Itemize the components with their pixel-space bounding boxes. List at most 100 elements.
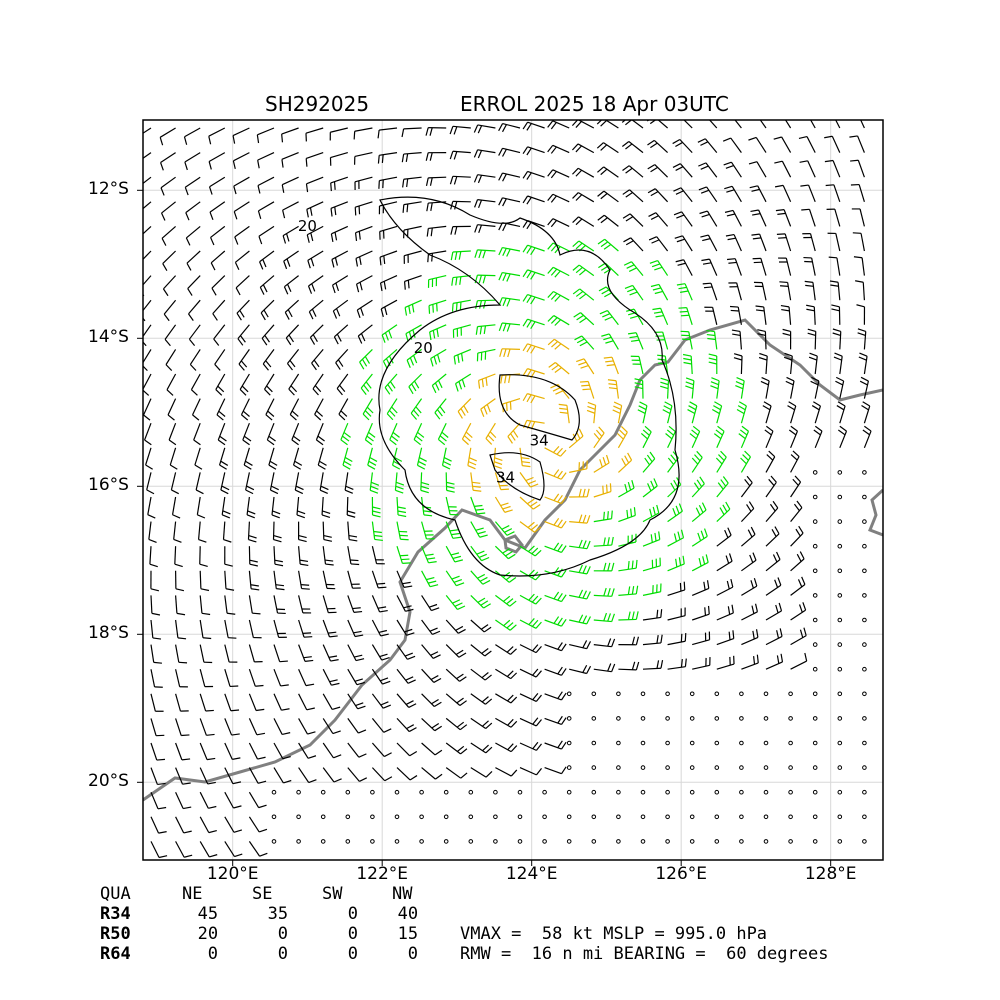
wind-barb	[209, 201, 226, 221]
wind-barb	[450, 250, 471, 261]
wind-barb	[322, 595, 337, 614]
calm-marker	[812, 568, 818, 574]
wind-barb	[474, 274, 496, 284]
quadrant-value: 0	[407, 944, 419, 964]
wind-barb	[738, 425, 750, 449]
wind-barb	[258, 225, 275, 245]
wind-barb	[824, 135, 841, 153]
wind-barb	[612, 401, 623, 424]
wind-barb	[470, 693, 493, 705]
wind-barb	[741, 578, 758, 596]
wind-barb	[749, 185, 767, 203]
wind-barb	[199, 718, 215, 736]
wind-barb	[150, 816, 167, 834]
wind-barb	[667, 451, 679, 473]
wind-barb	[547, 144, 570, 154]
wind-barb	[248, 669, 264, 687]
wind-barb	[294, 472, 304, 495]
wind-barb	[332, 299, 349, 319]
calm-marker	[812, 593, 818, 598]
wind-barb	[715, 450, 727, 473]
wind-barb	[522, 269, 545, 280]
wind-barb	[273, 767, 292, 784]
wind-barb	[150, 718, 165, 737]
wind-barb	[461, 422, 473, 446]
wind-barb	[519, 496, 541, 510]
calm-marker	[812, 617, 818, 623]
wind-barb	[246, 496, 256, 519]
wind-barb	[851, 208, 865, 227]
wind-barb	[522, 170, 545, 180]
quadrant-value: 20	[197, 924, 219, 944]
wind-barb	[682, 353, 693, 375]
wind-barb	[175, 619, 187, 640]
calm-marker	[714, 691, 720, 697]
wind-barb	[780, 304, 792, 325]
wind-barb	[477, 373, 496, 389]
calm-marker	[665, 814, 670, 820]
wind-barb	[498, 322, 521, 332]
wind-barb	[377, 127, 398, 139]
calm-marker	[665, 789, 670, 795]
wind-barb	[618, 611, 639, 621]
wind-barb	[790, 627, 807, 646]
wind-barb	[808, 352, 818, 375]
wind-barb	[403, 225, 422, 239]
wind-barb	[716, 604, 734, 621]
plot-frame	[142, 119, 884, 861]
wind-barb	[667, 633, 687, 646]
wind-barb	[627, 332, 644, 350]
coastline-east	[868, 488, 883, 537]
wind-barb	[727, 258, 742, 276]
wind-barb	[199, 619, 212, 640]
wind-barb	[798, 135, 816, 153]
wind-barb	[322, 521, 333, 542]
wind-barb	[621, 120, 644, 129]
wind-barb	[740, 501, 755, 523]
wind-barb	[640, 425, 652, 449]
wind-barb	[445, 595, 466, 610]
wind-barb	[413, 422, 425, 446]
wind-barb	[519, 741, 542, 751]
wind-barb	[593, 483, 612, 498]
wind-barb	[449, 125, 471, 135]
wind-barb	[445, 545, 463, 563]
wind-barb	[298, 742, 317, 759]
wind-barb	[495, 570, 517, 583]
wind-barb	[495, 668, 518, 680]
vmax-mslp-line: VMAX = 58 kt MSLP = 995.0 hPa	[460, 924, 768, 944]
wind-barb	[698, 186, 718, 203]
wind-barb	[475, 324, 496, 335]
wind-barb	[143, 398, 152, 421]
wind-barb	[547, 266, 570, 278]
wind-barb	[289, 398, 300, 421]
wind-barb	[685, 377, 695, 399]
calm-marker	[812, 814, 818, 820]
wind-barb	[143, 225, 152, 235]
wind-barb	[396, 717, 417, 733]
calm-marker	[542, 789, 547, 795]
wind-barb	[474, 199, 496, 209]
calm-marker	[320, 839, 326, 844]
wind-barb	[421, 496, 433, 517]
wind-barb	[618, 585, 639, 596]
calm-marker	[862, 814, 867, 820]
wind-barb	[329, 152, 348, 166]
quadrant-header-cell: SW	[322, 884, 343, 904]
wind-barb	[233, 201, 250, 220]
quadrant-row-label: R64	[100, 944, 131, 964]
wind-barb	[143, 250, 152, 271]
wind-barb	[716, 476, 729, 498]
wind-barb	[498, 246, 521, 257]
wind-barb	[257, 201, 275, 219]
wind-barb	[519, 717, 542, 727]
calm-marker	[394, 814, 400, 820]
wind-barb	[725, 233, 742, 252]
wind-barb	[426, 201, 447, 212]
wind-barb	[281, 127, 299, 143]
wind-barb	[445, 717, 468, 731]
wind-barb	[672, 163, 693, 178]
wind-barb	[802, 233, 816, 252]
wind-barb	[757, 329, 767, 350]
